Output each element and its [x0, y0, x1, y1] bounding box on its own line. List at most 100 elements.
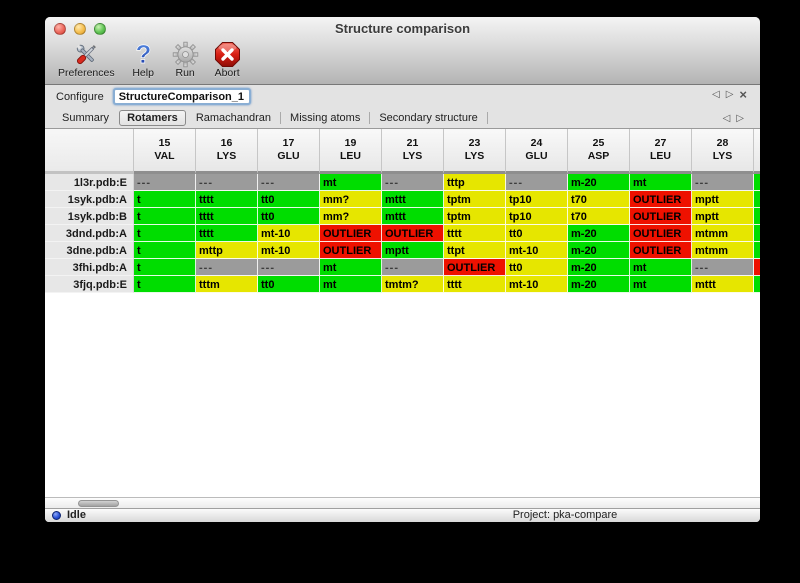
titlebar[interactable]: Structure comparison	[45, 17, 760, 40]
column-header-27[interactable]: 27 LEU	[630, 129, 692, 174]
tab-missing-atoms[interactable]: Missing atoms	[290, 112, 361, 124]
rotamer-cell[interactable]: mptt	[692, 208, 754, 225]
rotamer-cell[interactable]: mm?	[320, 191, 382, 208]
column-header-15[interactable]: 15 VAL	[134, 129, 196, 174]
rotamer-cell[interactable]: ttpt	[444, 242, 506, 259]
rotamer-cell[interactable]: m-20	[568, 276, 630, 293]
rotamer-cell[interactable]: mtmm	[692, 225, 754, 242]
rotamer-cell[interactable]: ---	[382, 174, 444, 191]
rotamer-cell[interactable]: m-20	[568, 174, 630, 191]
rotamer-cell[interactable]: t	[134, 242, 196, 259]
column-header-21[interactable]: 21 LYS	[382, 129, 444, 174]
rotamer-cell[interactable]: tptm	[444, 208, 506, 225]
rotamer-cell[interactable]: tt0	[506, 225, 568, 242]
rotamer-cell[interactable]: m-20	[568, 259, 630, 276]
rotamer-cell[interactable]: tttt	[196, 191, 258, 208]
rotamer-cell[interactable]: mttt	[692, 276, 754, 293]
rotamer-cell[interactable]: tp10	[506, 191, 568, 208]
rotamer-cell[interactable]: mttt	[382, 191, 444, 208]
column-header-19[interactable]: 19 LEU	[320, 129, 382, 174]
rotamer-cell[interactable]: OUTLIER	[382, 225, 444, 242]
column-header-16[interactable]: 16 LYS	[196, 129, 258, 174]
horizontal-scrollbar[interactable]	[45, 497, 760, 508]
column-header-25[interactable]: 25 ASP	[568, 129, 630, 174]
rotamer-cell[interactable]: ---	[382, 259, 444, 276]
rotamer-cell[interactable]: mt	[630, 276, 692, 293]
tab-summary[interactable]: Summary	[62, 112, 110, 124]
rotamer-cell[interactable]: ---	[196, 259, 258, 276]
rotamer-cell[interactable]: tt0	[258, 191, 320, 208]
rotamer-cell[interactable]: mt-10	[506, 242, 568, 259]
zoom-window-button[interactable]	[94, 23, 106, 35]
rotamer-cell[interactable]: mtmm	[692, 242, 754, 259]
rotamer-cell[interactable]: mttt	[382, 208, 444, 225]
row-label[interactable]: 1syk.pdb:A	[45, 191, 134, 208]
tab-ramachandran[interactable]: Ramachandran	[195, 112, 272, 124]
rotamer-cell[interactable]: mm?	[320, 208, 382, 225]
row-label[interactable]: 3dne.pdb:A	[45, 242, 134, 259]
rotamer-cell[interactable]: tmtm?	[382, 276, 444, 293]
tab-secondary-structure[interactable]: Secondary structure	[379, 112, 478, 124]
rotamer-cell[interactable]: mptt	[692, 191, 754, 208]
row-label[interactable]: 1l3r.pdb:E	[45, 174, 134, 191]
rotamer-cell[interactable]: ---	[258, 174, 320, 191]
toolbar-button-abort[interactable]: Abort	[214, 41, 241, 79]
rotamer-cell[interactable]: t	[134, 225, 196, 242]
rotamer-cell[interactable]: tt0	[506, 259, 568, 276]
tab-rotamers[interactable]: Rotamers	[119, 110, 186, 126]
rotamer-cell[interactable]: t	[134, 208, 196, 225]
rotamer-cell[interactable]: t70	[568, 191, 630, 208]
horizontal-scrollbar-thumb[interactable]	[78, 500, 119, 507]
close-window-button[interactable]	[54, 23, 66, 35]
close-configuration-icon[interactable]: ×	[739, 87, 747, 102]
rotamer-cell[interactable]: tttp	[444, 174, 506, 191]
toolbar-button-run[interactable]: Run	[172, 41, 199, 79]
row-label[interactable]: 3fjq.pdb:E	[45, 276, 134, 293]
toolbar-button-preferences[interactable]: Preferences	[58, 41, 115, 79]
rotamer-cell[interactable]: m-20	[568, 242, 630, 259]
rotamer-cell[interactable]: OUTLIER	[444, 259, 506, 276]
rotamer-cell[interactable]: mt	[630, 259, 692, 276]
rotamer-cell[interactable]: tttt	[196, 208, 258, 225]
rotamer-cell[interactable]: tt0	[258, 208, 320, 225]
rotamer-cell[interactable]: OUTLIER	[630, 225, 692, 242]
rotamer-cell[interactable]: mt-10	[258, 225, 320, 242]
column-header-17[interactable]: 17 GLU	[258, 129, 320, 174]
column-header-24[interactable]: 24 GLU	[506, 129, 568, 174]
next-configuration-icon[interactable]: ▷	[725, 89, 734, 100]
rotamer-cell[interactable]: tptm	[444, 191, 506, 208]
minimize-window-button[interactable]	[74, 23, 86, 35]
rotamer-cell[interactable]: mt	[320, 174, 382, 191]
rotamer-cell[interactable]: tttt	[196, 225, 258, 242]
column-header-28[interactable]: 28 LYS	[692, 129, 754, 174]
rotamer-cell[interactable]: mptt	[382, 242, 444, 259]
rotamer-cell[interactable]: ---	[258, 259, 320, 276]
row-label[interactable]: 3fhi.pdb:A	[45, 259, 134, 276]
row-label[interactable]: 1syk.pdb:B	[45, 208, 134, 225]
rotamer-cell[interactable]: t	[134, 259, 196, 276]
rotamer-cell[interactable]: mt	[630, 174, 692, 191]
rotamer-cell[interactable]: ---	[692, 259, 754, 276]
prev-configuration-icon[interactable]: ◁	[712, 89, 720, 100]
rotamer-cell[interactable]: tt0	[258, 276, 320, 293]
rotamer-cell[interactable]: mt-10	[258, 242, 320, 259]
rotamer-cell[interactable]: mt	[320, 259, 382, 276]
rotamer-cell[interactable]: OUTLIER	[320, 225, 382, 242]
rotamer-cell[interactable]: tttm	[196, 276, 258, 293]
rotamer-cell[interactable]: ---	[692, 174, 754, 191]
rotamer-cell[interactable]: ---	[196, 174, 258, 191]
rotamer-cell[interactable]: t70	[568, 208, 630, 225]
row-label[interactable]: 3dnd.pdb:A	[45, 225, 134, 242]
rotamer-cell[interactable]: ---	[506, 174, 568, 191]
prev-tab-icon[interactable]: ◁	[722, 113, 731, 124]
rotamer-cell[interactable]: ---	[134, 174, 196, 191]
next-tab-icon[interactable]: ▷	[736, 113, 744, 124]
rotamer-cell[interactable]: mt	[320, 276, 382, 293]
column-header-23[interactable]: 23 LYS	[444, 129, 506, 174]
rotamer-cell[interactable]: m-20	[568, 225, 630, 242]
rotamer-cell[interactable]: t	[134, 276, 196, 293]
rotamer-cell[interactable]: OUTLIER	[630, 208, 692, 225]
rotamer-cell[interactable]: tttt	[444, 225, 506, 242]
rotamer-cell[interactable]: tp10	[506, 208, 568, 225]
rotamer-cell[interactable]: OUTLIER	[320, 242, 382, 259]
